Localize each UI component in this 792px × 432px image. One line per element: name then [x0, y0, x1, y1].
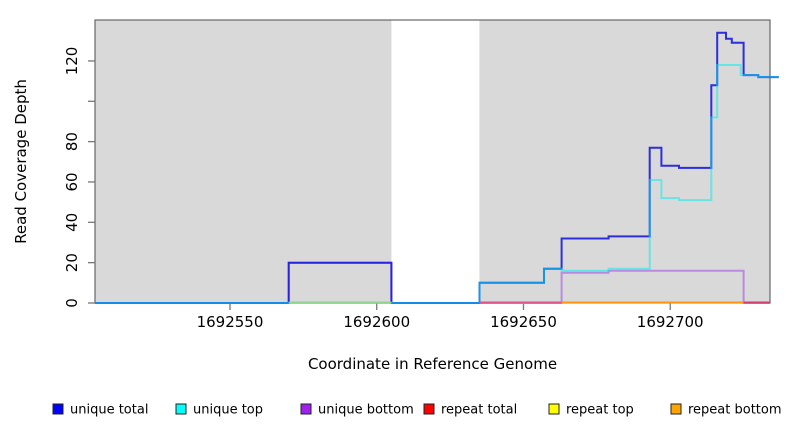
y-tick-label: 40	[63, 213, 81, 232]
x-tick-label: 1692600	[343, 313, 410, 331]
legend-label-unique-bottom: unique bottom	[318, 403, 414, 418]
legend-swatch-repeat-bottom	[670, 403, 682, 415]
legend-swatch-repeat-total	[423, 403, 435, 415]
legend-swatch-unique-total	[52, 403, 64, 415]
legend-label-repeat-top: repeat top	[566, 403, 634, 418]
legend-label-unique-top: unique top	[193, 403, 263, 418]
y-axis-title: Read Coverage Depth	[12, 79, 30, 244]
series-line-unique-top	[95, 64, 779, 304]
y-tick-label: 0	[63, 298, 81, 308]
x-tick-label: 1692550	[197, 313, 264, 331]
legend-swatch-unique-bottom	[300, 403, 312, 415]
plot-background-right	[479, 20, 770, 303]
legend-label-repeat-bottom: repeat bottom	[688, 403, 782, 418]
legend-swatch-repeat-top	[548, 403, 560, 415]
y-tick-label: 120	[63, 47, 81, 76]
y-tick-label: 60	[63, 172, 81, 191]
legend-label-unique-total: unique total	[70, 403, 148, 418]
legend-swatch-unique-top	[175, 403, 187, 415]
y-tick-label: 80	[63, 132, 81, 151]
legend-label-repeat-total: repeat total	[441, 403, 517, 418]
y-tick-label: 20	[63, 253, 81, 272]
x-tick-label: 1692700	[637, 313, 704, 331]
plot-background-left	[95, 20, 392, 303]
x-tick-label: 1692650	[490, 313, 557, 331]
x-axis-title: Coordinate in Reference Genome	[308, 355, 557, 373]
